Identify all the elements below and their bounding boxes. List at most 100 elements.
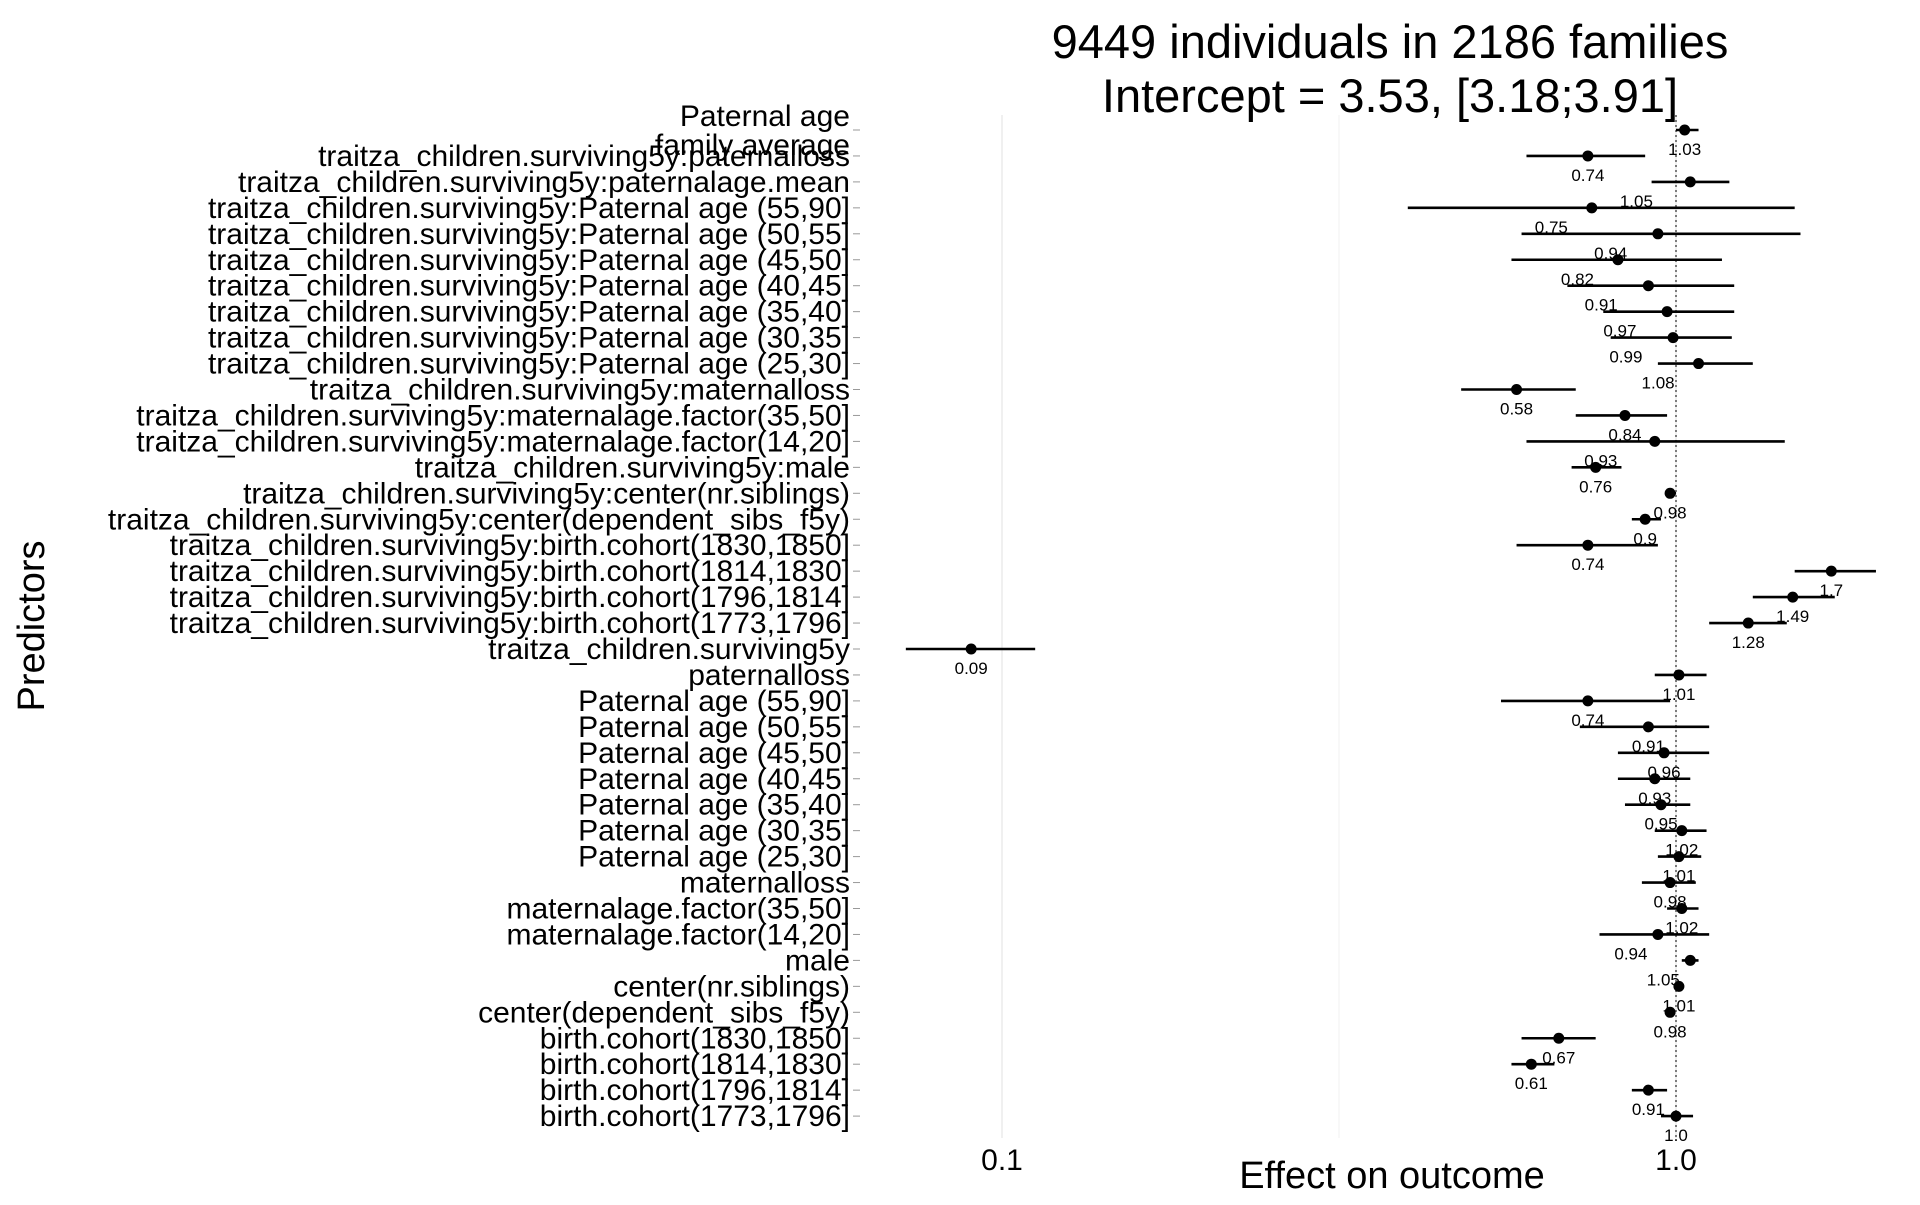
estimate-value-label: 0.58	[1500, 400, 1533, 419]
predictor-label: Paternal age (40,45]	[578, 763, 850, 796]
estimate-value-label: 0.82	[1561, 270, 1594, 289]
estimate-value-label: 1.02	[1665, 919, 1698, 938]
predictor-label: center(dependent_sibs_f5y)	[478, 996, 850, 1029]
predictor-label: Paternal age (55,90]	[578, 685, 850, 718]
chart-title-line2: Intercept = 3.53, [3.18;3.91]	[1102, 69, 1678, 122]
estimate-point	[1679, 124, 1691, 136]
estimate-point	[1661, 306, 1673, 318]
estimate-value-label: 1.01	[1662, 685, 1695, 704]
predictor-label: traitza_children.surviving5y:maternalage…	[136, 425, 850, 458]
predictor-label: traitza_children.surviving5y:paternallos…	[318, 140, 850, 173]
estimate-point	[1582, 539, 1594, 551]
y-axis-title: Predictors	[11, 540, 53, 711]
predictor-label: traitza_children.surviving5y:maternallos…	[310, 374, 850, 407]
predictor-label: traitza_children.surviving5y:Paternal ag…	[208, 218, 850, 251]
estimate-point	[1511, 384, 1523, 395]
estimate-point	[965, 643, 977, 655]
estimate-value-label: 1.08	[1642, 374, 1675, 393]
estimate-value-label: 1.28	[1732, 633, 1765, 652]
predictor-label: traitza_children.surviving5y:center(nr.s…	[243, 477, 850, 510]
estimate-point	[1639, 513, 1651, 525]
estimate-point	[1652, 228, 1664, 240]
estimate-value-label: 0.74	[1571, 711, 1604, 730]
estimate-value-label: 0.76	[1579, 477, 1612, 496]
estimate-value-label: 1.03	[1668, 140, 1701, 159]
estimate-point	[1649, 435, 1661, 447]
predictor-label: traitza_children.surviving5y:birth.cohor…	[170, 581, 850, 614]
predictor-label: birth.cohort(1796,1814]	[540, 1074, 850, 1107]
estimate-value-label: 0.95	[1644, 815, 1677, 834]
estimate-value-label: 0.9	[1633, 529, 1657, 548]
estimate-value-label: 0.67	[1542, 1048, 1575, 1067]
estimate-point	[1673, 980, 1685, 992]
estimate-value-label: 0.94	[1614, 944, 1647, 963]
predictor-label: traitza_children.surviving5y:birth.cohor…	[170, 529, 850, 562]
estimate-value-label: 1.02	[1665, 841, 1698, 860]
estimate-point	[1525, 1058, 1537, 1070]
estimate-point	[1664, 487, 1676, 499]
predictor-label: traitza_children.surviving5y:birth.cohor…	[170, 607, 850, 640]
estimate-point	[1642, 1084, 1654, 1096]
estimate-point	[1664, 877, 1676, 889]
estimate-marks	[905, 124, 1876, 1122]
predictor-label: Paternal age (35,40]	[578, 789, 850, 822]
predictor-label: traitza_children.surviving5y:paternalage…	[238, 166, 850, 199]
estimate-value-label: 0.94	[1594, 244, 1627, 263]
estimate-value-label: 1.01	[1662, 867, 1695, 886]
estimate-value-label: 0.74	[1571, 555, 1604, 574]
estimate-point	[1670, 1110, 1682, 1122]
estimate-value-label: 0.91	[1632, 737, 1665, 756]
estimate-point	[1655, 799, 1667, 811]
estimate-point	[1586, 202, 1598, 214]
estimate-value-label: 0.74	[1571, 166, 1604, 185]
predictor-label: traitza_children.surviving5y	[488, 633, 850, 666]
estimate-point	[1684, 954, 1696, 966]
estimate-point	[1652, 928, 1664, 940]
predictor-label: Paternal age (50,55]	[578, 711, 850, 744]
estimate-value-label: 1.05	[1620, 192, 1653, 211]
estimate-value-label: 1.7	[1820, 581, 1844, 600]
predictor-label: maternalage.factor(35,50]	[506, 893, 850, 926]
estimate-point	[1658, 747, 1670, 759]
estimate-point	[1825, 565, 1837, 577]
predictor-label: Paternal age (30,35]	[578, 815, 850, 848]
estimate-point	[1693, 358, 1705, 370]
estimate-value-label: 0.97	[1603, 322, 1636, 341]
predictor-label: family average	[655, 129, 850, 162]
predictor-label: traitza_children.surviving5y:Paternal ag…	[208, 192, 850, 225]
estimate-point	[1664, 1006, 1676, 1018]
estimate-point	[1673, 851, 1685, 863]
predictor-label: traitza_children.surviving5y:male	[415, 451, 850, 484]
estimate-value-label: 1.0	[1664, 1126, 1688, 1145]
predictor-label: maternalloss	[680, 867, 850, 900]
estimate-point	[1649, 773, 1661, 785]
estimate-point	[1684, 176, 1696, 188]
estimate-point	[1676, 903, 1688, 914]
predictor-label: traitza_children.surviving5y:Paternal ag…	[208, 270, 850, 303]
estimate-value-label: 0.75	[1535, 218, 1568, 237]
estimate-point	[1642, 280, 1654, 292]
estimate-point	[1553, 1032, 1565, 1044]
grid-layer	[1001, 115, 1677, 1138]
estimate-point	[1676, 825, 1688, 837]
estimate-value-label: 0.91	[1632, 1100, 1665, 1119]
estimate-point	[1582, 695, 1594, 707]
estimate-point	[1619, 409, 1631, 421]
estimate-point	[1673, 669, 1685, 681]
estimate-value-label: 0.09	[955, 659, 988, 678]
predictor-label: maternalage.factor(14,20]	[506, 918, 850, 951]
predictor-label: male	[785, 944, 850, 977]
estimate-value-label: 0.84	[1608, 425, 1641, 444]
predictor-label: traitza_children.surviving5y:Paternal ag…	[208, 348, 850, 381]
predictor-label: traitza_children.surviving5y:Paternal ag…	[208, 296, 850, 329]
estimate-point	[1590, 461, 1602, 473]
predictor-label: traitza_children.surviving5y:maternalage…	[136, 399, 850, 432]
predictor-label: traitza_children.surviving5y:Paternal ag…	[208, 322, 850, 355]
predictor-label: Paternal age (45,50]	[578, 737, 850, 770]
x-axis: 0.1 1.0	[981, 1144, 1697, 1177]
estimate-point	[1612, 254, 1624, 266]
estimate-point	[1742, 617, 1754, 629]
